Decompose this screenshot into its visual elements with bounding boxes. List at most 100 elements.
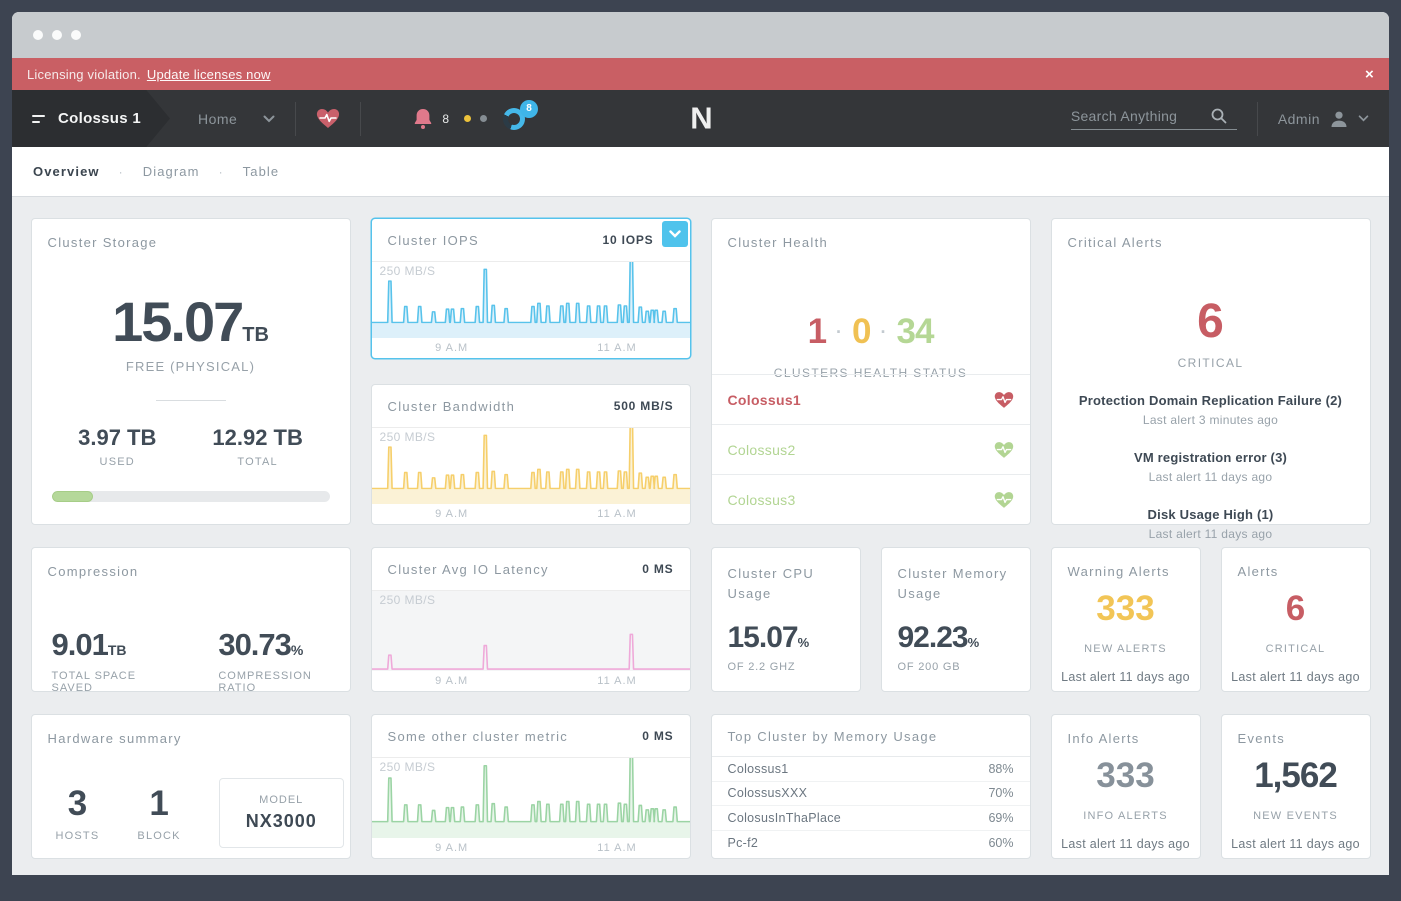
events-count: 1,562 — [1254, 756, 1338, 795]
top-memory-row[interactable]: ColossusXXX 70% — [711, 782, 1030, 806]
heart-pulse-icon — [317, 109, 340, 128]
health-row-colossus3[interactable]: Colossus3 — [711, 474, 1030, 524]
x-tick: 11 A.M — [597, 508, 637, 520]
top-memory-row[interactable]: ColosusInThaPlace 69% — [711, 806, 1030, 831]
notification-count: 8 — [442, 111, 450, 126]
bandwidth-current-value: 500 MB/S — [613, 399, 674, 413]
header-right-group: Admin — [1070, 101, 1389, 136]
cpu-usage-sub: OF 2.2 GHZ — [727, 661, 796, 673]
heart-pulse-icon — [994, 391, 1013, 408]
license-banner: Licensing violation. Update licenses now… — [12, 58, 1389, 90]
card-title: Top Cluster by Memory Usage — [711, 715, 1030, 757]
card-title: Cluster Health — [727, 235, 829, 250]
cluster-storage-card: Cluster Storage 15.07TB FREE (PHYSICAL) … — [30, 218, 351, 525]
tab-overview[interactable]: Overview — [33, 164, 100, 179]
cluster-health-card: Cluster Health 1 · 0 · 34 CLUSTERS HEALT… — [710, 218, 1031, 525]
update-licenses-link[interactable]: Update licenses now — [146, 66, 271, 82]
tab-diagram[interactable]: Diagram — [142, 164, 200, 179]
status-dot-yellow-icon — [464, 115, 472, 122]
warning-alerts-card: Warning Alerts 333 NEW ALERTS Last alert… — [1050, 547, 1201, 692]
compression-ratio: 30.73% COMPRESSION RATIO — [218, 627, 312, 694]
card-title: Warning Alerts — [1067, 564, 1170, 579]
storage-progress-fill — [51, 491, 94, 502]
storage-free-value: 15.07TB — [112, 290, 269, 353]
card-title: Cluster Memory Usage — [897, 566, 1008, 601]
user-menu[interactable]: Admin — [1278, 109, 1369, 129]
x-tick: 9 A.M — [435, 842, 469, 854]
heart-pulse-icon — [994, 441, 1013, 458]
critical-alerts-label: CRITICAL — [1177, 356, 1244, 370]
tasks-spinner-button[interactable]: 8 — [503, 99, 539, 130]
warning-alerts-time: Last alert 11 days ago — [1061, 670, 1190, 684]
critical-alerts-card: Critical Alerts 6 CRITICAL Protection Do… — [1050, 218, 1371, 541]
card-title: Hardware summary — [47, 731, 182, 746]
hardware-summary-card: Hardware summary 3 HOSTS 1 BLOCK MODEL N… — [30, 714, 351, 859]
card-title: Cluster CPU Usage — [727, 566, 815, 601]
info-alerts-count: 333 — [1096, 756, 1155, 795]
other-metric-chart — [371, 757, 690, 838]
notifications-button[interactable]: 8 — [413, 108, 488, 130]
window-control-dot[interactable] — [33, 30, 43, 40]
card-title: Info Alerts — [1067, 731, 1140, 746]
top-cluster-memory-card: Top Cluster by Memory Usage Colossus1 88… — [710, 714, 1031, 859]
cluster-memory-usage-card: Cluster Memory Usage 92.23% OF 200 GB — [880, 547, 1031, 692]
x-axis: 9 A.M 11 A.M — [372, 338, 690, 358]
warning-alerts-count: 333 — [1096, 589, 1155, 628]
latency-chart — [371, 590, 690, 671]
home-nav-dropdown[interactable]: Home — [198, 111, 275, 127]
health-row-colossus2[interactable]: Colossus2 — [711, 424, 1030, 474]
health-status-label: CLUSTERS HEALTH STATUS — [773, 366, 968, 380]
x-tick: 9 A.M — [435, 675, 469, 687]
warning-alerts-label: NEW ALERTS — [1084, 643, 1167, 655]
search-icon[interactable] — [1211, 108, 1227, 124]
critical-count: 1 — [807, 312, 827, 351]
tab-separator: · — [218, 164, 224, 179]
x-tick: 9 A.M — [435, 342, 469, 354]
global-search[interactable] — [1070, 107, 1237, 130]
card-title: Cluster IOPS — [387, 232, 479, 248]
card-title: Compression — [47, 564, 139, 579]
x-axis: 9 A.M 11 A.M — [372, 504, 690, 524]
events-label: NEW EVENTS — [1253, 810, 1338, 822]
window-control-dot[interactable] — [52, 30, 62, 40]
header-divider — [1256, 101, 1258, 136]
other-metric-value: 0 MS — [642, 729, 674, 743]
alert-count-cards-group: Warning Alerts 333 NEW ALERTS Last alert… — [1050, 547, 1371, 692]
cluster-iops-card: Cluster IOPS 10 IOPS 250 MB/S 9 A.M 11 A… — [370, 218, 691, 359]
health-row-colossus1[interactable]: Colossus1 — [711, 374, 1030, 424]
window-control-dot[interactable] — [71, 30, 81, 40]
cluster-menu-button[interactable]: Colossus 1 — [12, 90, 170, 147]
chart-options-dropdown-button[interactable] — [661, 221, 688, 247]
task-progress-donut-icon — [503, 107, 526, 130]
info-alerts-time: Last alert 11 days ago — [1061, 837, 1190, 851]
alerts-label: CRITICAL — [1265, 643, 1326, 655]
storage-progress-bar[interactable] — [51, 491, 330, 502]
top-memory-row[interactable]: Colossus1 88% — [711, 757, 1030, 782]
iops-current-value: 10 IOPS — [602, 233, 654, 247]
window-titlebar — [12, 12, 1389, 58]
card-title: Critical Alerts — [1067, 235, 1163, 250]
search-input[interactable] — [1070, 107, 1211, 124]
alert-item: Disk Usage High (1) Last alert 11 days a… — [1147, 507, 1274, 541]
x-tick: 9 A.M — [435, 508, 469, 520]
storage-used: 3.97 TB USED — [78, 425, 157, 468]
memory-usage-value: 92.23% — [897, 621, 980, 654]
health-heart-button[interactable] — [316, 108, 340, 129]
view-tabs: Overview · Diagram · Table — [12, 147, 1389, 197]
x-axis: 9 A.M 11 A.M — [372, 838, 690, 858]
y-axis-label: 250 MB/S — [379, 593, 436, 607]
divider — [155, 400, 226, 401]
header-divider — [360, 101, 362, 136]
latency-current-value: 0 MS — [642, 562, 674, 576]
banner-close-icon[interactable]: × — [1365, 65, 1374, 83]
x-tick: 11 A.M — [597, 842, 637, 854]
info-alerts-card: Info Alerts 333 INFO ALERTS Last alert 1… — [1050, 714, 1201, 859]
brand-logo: N — [690, 99, 712, 135]
cpu-usage-value: 15.07% — [727, 621, 810, 654]
status-dot-gray-icon — [480, 115, 488, 122]
tab-table[interactable]: Table — [242, 164, 280, 179]
home-nav-label: Home — [198, 110, 238, 127]
block-stat: 1 BLOCK — [137, 784, 181, 842]
y-axis-label: 250 MB/S — [379, 430, 436, 444]
top-memory-row[interactable]: Pc-f2 60% — [727, 835, 1014, 850]
